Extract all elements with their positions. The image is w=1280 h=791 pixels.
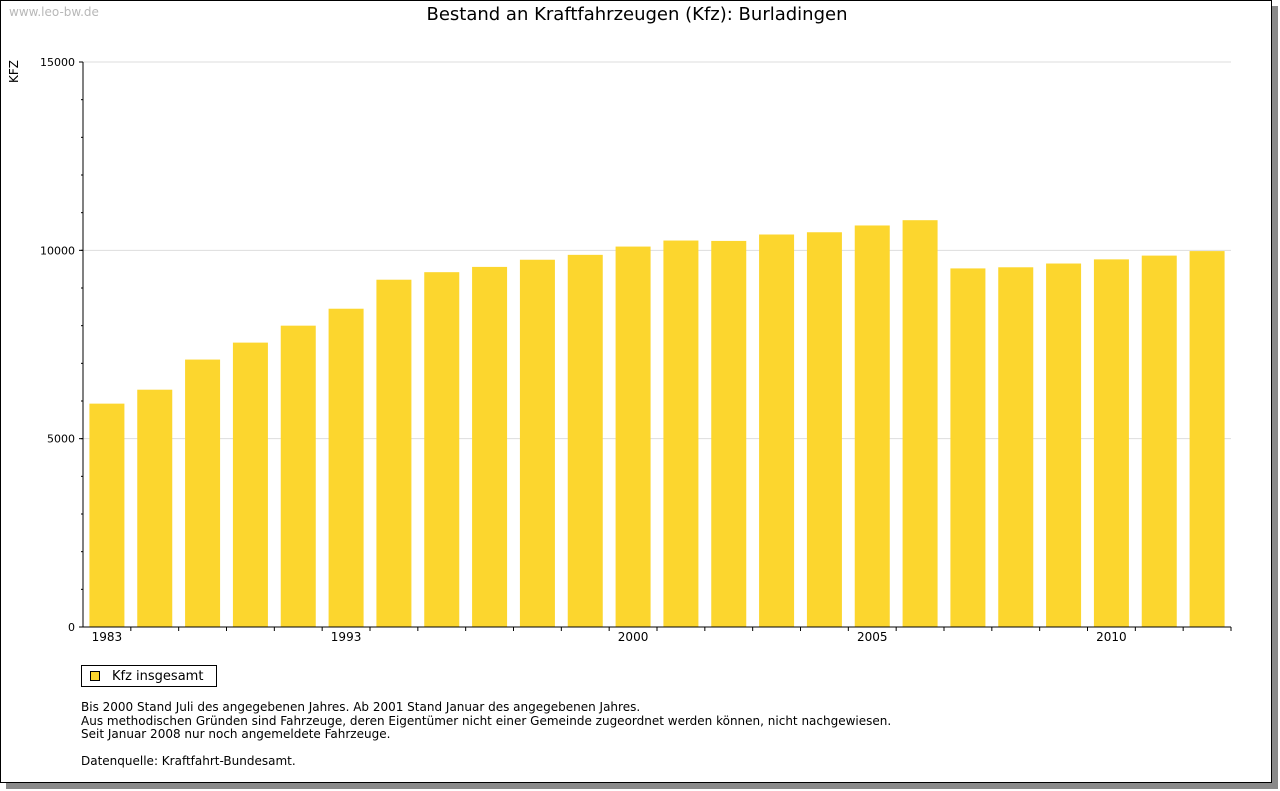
- watermark: www.leo-bw.de: [9, 5, 99, 19]
- y-tick-label: 0: [68, 621, 75, 634]
- bar: [376, 279, 412, 627]
- legend: Kfz insgesamt: [81, 665, 217, 687]
- y-tick-label: 5000: [47, 433, 75, 446]
- bar: [519, 259, 555, 627]
- bar: [232, 342, 268, 627]
- bar: [137, 389, 173, 627]
- bar: [663, 240, 699, 628]
- footnote-line: Bis 2000 Stand Juli des angegebenen Jahr…: [81, 700, 641, 714]
- legend-label: Kfz insgesamt: [112, 668, 204, 684]
- data-source: Datenquelle: Kraftfahrt-Bundesamt.: [81, 753, 296, 768]
- bar: [424, 272, 460, 627]
- bar: [567, 254, 603, 627]
- chart-title: Bestand an Kraftfahrzeugen (Kfz): Burlad…: [426, 4, 848, 25]
- bar: [472, 266, 508, 627]
- bar: [1189, 251, 1225, 627]
- footnote-line: Aus methodischen Gründen sind Fahrzeuge,…: [81, 713, 892, 728]
- bar: [950, 268, 986, 627]
- bar: [185, 359, 221, 627]
- bar-chart: 0 5000 10000 15000 1983 1993 2000 2005 2010: [40, 56, 1232, 644]
- y-tick-label: 10000: [40, 244, 75, 257]
- bar: [615, 246, 651, 628]
- bar: [806, 232, 842, 627]
- bar: [89, 403, 125, 627]
- legend-swatch: [90, 671, 100, 681]
- x-tick-label: 1983: [92, 630, 123, 644]
- bar: [1046, 263, 1082, 627]
- bar: [759, 234, 795, 627]
- bar: [1093, 259, 1129, 627]
- x-tick-label: 2000: [618, 630, 649, 644]
- bar: [328, 308, 364, 627]
- bar: [998, 267, 1034, 627]
- x-tick-label: 1993: [331, 630, 362, 644]
- bar: [854, 225, 890, 627]
- footnote-line: Seit Januar 2008 nur noch angemeldete Fa…: [81, 727, 391, 741]
- bar: [902, 220, 938, 627]
- bar: [711, 240, 747, 627]
- bar: [1141, 255, 1177, 627]
- bar: [280, 325, 316, 627]
- footnotes: Bis 2000 Stand Juli des angegebenen Jahr…: [81, 700, 892, 768]
- y-tick-label: 15000: [40, 56, 75, 69]
- x-tick-label: 2005: [857, 630, 888, 644]
- x-tick-label: 2010: [1096, 630, 1127, 644]
